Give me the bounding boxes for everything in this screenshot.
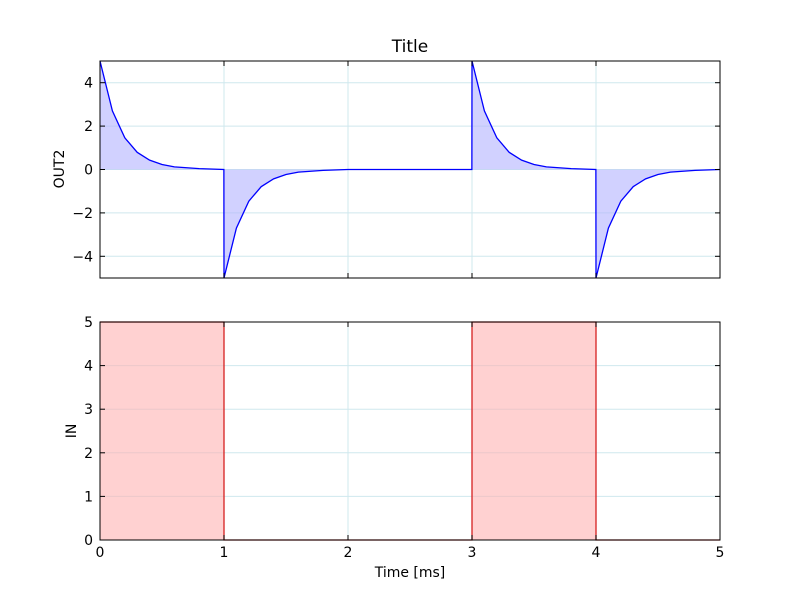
y-axis-label-in: IN (64, 424, 80, 439)
series-fill-area (100, 322, 720, 540)
series-line (99, 60, 721, 279)
bottom-axes-in: 0 1 2 3 4 5 0 1 2 3 4 5 (84, 315, 724, 561)
y-axis-label-out2: OUT2 (52, 150, 68, 189)
series-line (100, 321, 720, 541)
x-tick-label: 4 (592, 545, 601, 561)
y-tick-label: 2 (84, 119, 93, 135)
y-tick-label: 0 (84, 163, 93, 179)
x-tick-label: 3 (468, 545, 477, 561)
y-tick-label: 2 (84, 446, 93, 462)
axes-frame (99, 321, 721, 541)
x-axis-label: Time [ms] (374, 565, 446, 581)
y-tick-label: 5 (84, 315, 93, 331)
y-tick-label: 4 (84, 359, 93, 375)
x-tick-label: 5 (716, 545, 725, 561)
y-tick-label: 4 (84, 76, 93, 92)
y-tick-label: 0 (84, 533, 93, 549)
x-tick-label: 2 (344, 545, 353, 561)
x-tick-label: 0 (96, 545, 105, 561)
y-tick-label: −4 (72, 249, 93, 265)
top-axes-out2: −4 −2 0 2 4 (72, 60, 721, 279)
chart-title: Title (391, 37, 428, 57)
x-tick-label: 1 (220, 545, 229, 561)
y-tick-label: −2 (72, 206, 93, 222)
y-tick-label: 1 (84, 489, 93, 505)
y-tick-label: 3 (84, 402, 93, 418)
